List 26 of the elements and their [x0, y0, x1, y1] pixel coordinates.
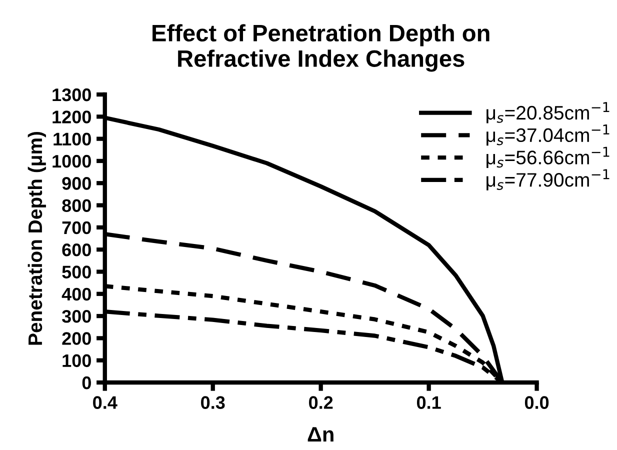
x-tick-label: 0.3: [201, 396, 225, 409]
legend-label: μ$_{s}$=20.85cm$^{−1}$: [486, 102, 610, 124]
y-axis-title: Penetration Depth (μm): [28, 132, 46, 345]
y-tick-label: 900: [62, 177, 91, 190]
legend-label: μ$_{s}$=37.04cm$^{−1}$: [486, 124, 610, 146]
y-tick-label: 1000: [52, 154, 91, 168]
y-tick-label: 600: [62, 244, 91, 256]
y-tick-label: 500: [62, 266, 91, 278]
y-tick-label: 1300: [52, 88, 91, 102]
chart-title: Effect of Penetration Depth on Refractive Index Changes: [152, 24, 490, 72]
y-tick-label: 200: [62, 332, 91, 345]
y-tick-label: 300: [62, 310, 91, 323]
x-tick-label: 0.4: [93, 396, 118, 409]
y-tick-label: 800: [62, 199, 91, 212]
legend-label: μ$_{s}$=56.66cm$^{−1}$: [486, 146, 610, 168]
x-tick-label: 0.1: [416, 396, 441, 409]
x-tick-label: 0.2: [309, 396, 333, 409]
y-tick-label: 1200: [52, 110, 91, 124]
y-tick-label: 0: [82, 376, 91, 390]
x-axis-title: Δn: [308, 427, 334, 442]
y-tick-label: 700: [62, 221, 91, 234]
x-tick-label: 0.0: [524, 396, 549, 409]
y-tick-label: 400: [62, 288, 91, 301]
legend-label: μ$_{s}$=77.90cm$^{−1}$: [486, 169, 610, 190]
y-tick-label: 100: [62, 354, 91, 368]
y-tick-label: 1100: [54, 132, 91, 146]
